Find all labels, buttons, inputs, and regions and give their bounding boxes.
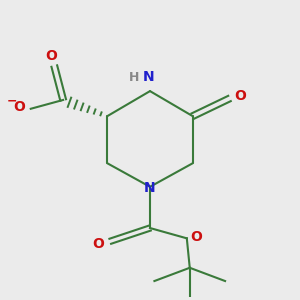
Text: N: N xyxy=(143,70,154,84)
Text: O: O xyxy=(190,230,202,244)
Text: O: O xyxy=(234,88,246,103)
Text: O: O xyxy=(92,237,104,251)
Text: −: − xyxy=(6,95,17,108)
Text: O: O xyxy=(13,100,25,114)
Text: N: N xyxy=(144,181,156,195)
Text: O: O xyxy=(45,49,57,63)
Text: H: H xyxy=(129,71,139,84)
